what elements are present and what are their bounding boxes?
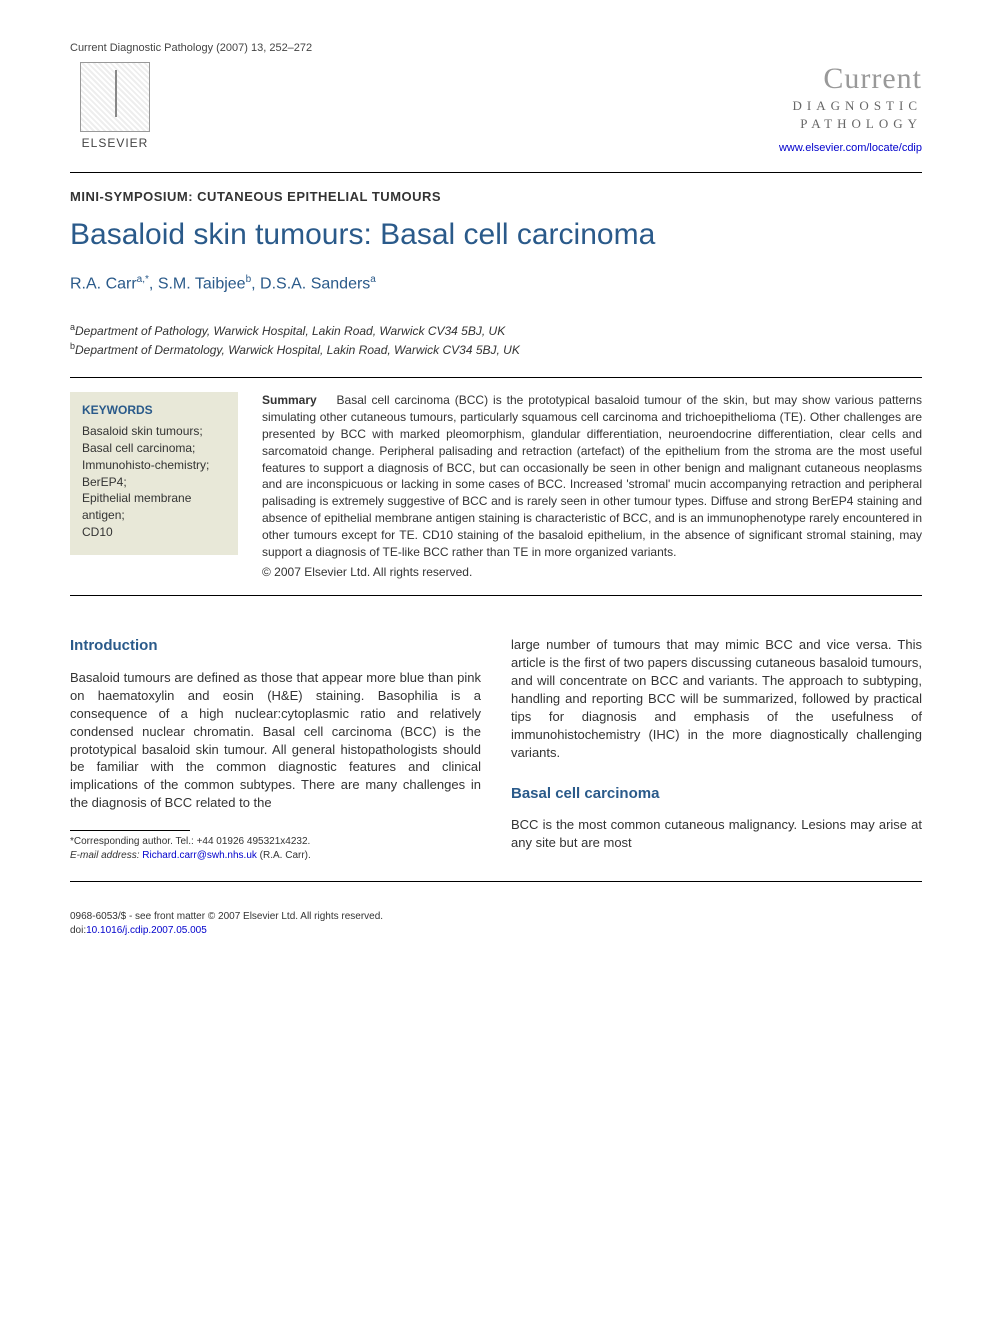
bcc-paragraph: BCC is the most common cutaneous maligna…: [511, 816, 922, 852]
keywords-box: KEYWORDS Basaloid skin tumours; Basal ce…: [70, 392, 238, 554]
journal-logo: Current DIAGNOSTIC PATHOLOGY www.elsevie…: [779, 62, 922, 154]
doi-line: doi:10.1016/j.cdip.2007.05.005: [70, 924, 922, 938]
keywords-list: Basaloid skin tumours; Basal cell carcin…: [82, 423, 226, 541]
elsevier-tree-icon: [80, 62, 150, 132]
author-1-affil: a,: [137, 274, 145, 285]
front-matter-line: 0968-6053/$ - see front matter © 2007 El…: [70, 910, 922, 924]
article-title: Basaloid skin tumours: Basal cell carcin…: [70, 218, 922, 252]
abstract-top-rule: [70, 377, 922, 378]
journal-title-word: Current: [779, 62, 922, 96]
right-column: large number of tumours that may mimic B…: [511, 636, 922, 863]
journal-subtitle-1: DIAGNOSTIC: [779, 98, 922, 114]
author-2: , S.M. Taibjee: [149, 275, 246, 292]
publisher-name: ELSEVIER: [82, 136, 149, 150]
corresponding-author-note: *Corresponding author. Tel.: +44 01926 4…: [70, 835, 481, 849]
footnote-rule: [70, 830, 190, 831]
email-link[interactable]: Richard.carr@swh.nhs.uk: [142, 850, 257, 861]
citation-line: Current Diagnostic Pathology (2007) 13, …: [70, 42, 922, 54]
abstract-bottom-rule: [70, 595, 922, 596]
journal-subtitle-2: PATHOLOGY: [779, 116, 922, 132]
front-matter-block: 0968-6053/$ - see front matter © 2007 El…: [70, 910, 922, 938]
intro-continuation: large number of tumours that may mimic B…: [511, 636, 922, 762]
keywords-heading: KEYWORDS: [82, 402, 226, 419]
journal-url-link[interactable]: www.elsevier.com/locate/cdip: [779, 142, 922, 154]
body-columns: Introduction Basaloid tumours are define…: [70, 636, 922, 863]
summary-text: Basal cell carcinoma (BCC) is the protot…: [262, 393, 922, 558]
author-1: R.A. Carr: [70, 275, 137, 292]
summary-copyright: © 2007 Elsevier Ltd. All rights reserved…: [262, 564, 922, 581]
doi-label: doi:: [70, 925, 86, 936]
email-tail: (R.A. Carr).: [260, 850, 311, 861]
footnotes: *Corresponding author. Tel.: +44 01926 4…: [70, 835, 481, 863]
summary-box: Summary Basal cell carcinoma (BCC) is th…: [262, 392, 922, 581]
author-3-affil: a: [370, 274, 376, 285]
affiliation-a: aDepartment of Pathology, Warwick Hospit…: [70, 321, 922, 340]
affiliation-b: bDepartment of Dermatology, Warwick Hosp…: [70, 340, 922, 359]
top-logo-row: ELSEVIER Current DIAGNOSTIC PATHOLOGY ww…: [70, 62, 922, 154]
left-column: Introduction Basaloid tumours are define…: [70, 636, 481, 863]
authors-line: R.A. Carra,*, S.M. Taibjeeb, D.S.A. Sand…: [70, 274, 922, 293]
publisher-logo: ELSEVIER: [70, 62, 160, 150]
introduction-heading: Introduction: [70, 636, 481, 657]
abstract-block: KEYWORDS Basaloid skin tumours; Basal ce…: [70, 392, 922, 581]
introduction-paragraph: Basaloid tumours are defined as those th…: [70, 669, 481, 813]
email-label: E-mail address:: [70, 850, 139, 861]
bottom-rule: [70, 881, 922, 882]
author-3: , D.S.A. Sanders: [251, 275, 370, 292]
affiliations: aDepartment of Pathology, Warwick Hospit…: [70, 321, 922, 359]
top-rule: [70, 172, 922, 173]
section-label: MINI-SYMPOSIUM: CUTANEOUS EPITHELIAL TUM…: [70, 189, 922, 204]
bcc-heading: Basal cell carcinoma: [511, 784, 922, 805]
doi-link[interactable]: 10.1016/j.cdip.2007.05.005: [86, 925, 207, 936]
summary-lead: Summary: [262, 393, 317, 407]
email-line: E-mail address: Richard.carr@swh.nhs.uk …: [70, 849, 481, 863]
